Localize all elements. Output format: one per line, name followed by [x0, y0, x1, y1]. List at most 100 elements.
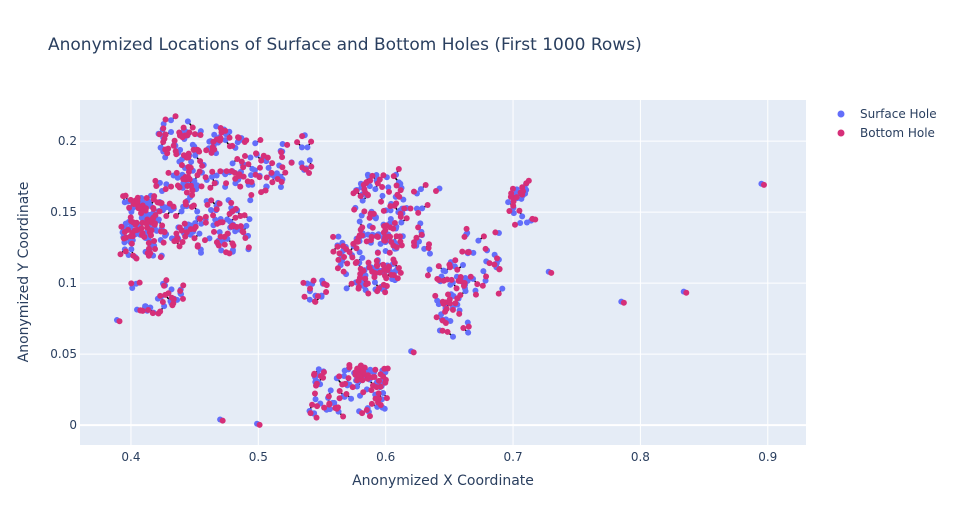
bottom-hole-point	[336, 373, 343, 380]
legend-item-bottom-hole[interactable]: Bottom Hole	[837, 126, 935, 140]
bottom-hole-point	[355, 285, 362, 292]
surface-hole-point	[359, 197, 366, 204]
y-tick-label: 0.15	[50, 205, 77, 219]
bottom-hole-point	[620, 299, 627, 306]
bottom-hole-point	[189, 187, 196, 194]
bottom-hole-point	[365, 259, 372, 266]
bottom-hole-point	[211, 228, 218, 235]
bottom-hole-point	[170, 142, 177, 149]
surface-hole-point	[510, 210, 517, 217]
bottom-hole-point	[171, 137, 178, 144]
surface-hole-legend-marker	[837, 110, 845, 118]
bottom-hole-point	[279, 154, 286, 161]
surface-hole-point	[251, 167, 258, 174]
bottom-hole-point	[141, 233, 148, 240]
bottom-hole-point	[183, 229, 190, 236]
bottom-hole-point	[197, 132, 204, 139]
bottom-hole-point	[216, 200, 223, 207]
bottom-hole-point	[202, 174, 209, 181]
chart-title: Anonymized Locations of Surface and Bott…	[48, 35, 642, 55]
bottom-hole-point	[363, 179, 370, 186]
y-tick-label: 0.05	[50, 347, 77, 361]
bottom-hole-point	[263, 174, 270, 181]
bottom-hole-point	[161, 282, 168, 289]
legend[interactable]: Surface Hole Bottom Hole	[837, 107, 937, 140]
bottom-hole-point	[176, 184, 183, 191]
bottom-hole-point	[355, 234, 362, 241]
bottom-hole-point	[150, 206, 157, 213]
bottom-hole-point	[520, 188, 527, 195]
bottom-hole-point	[336, 250, 343, 257]
bottom-hole-point	[360, 389, 367, 396]
surface-hole-point	[517, 219, 524, 226]
bottom-hole-point	[516, 207, 523, 214]
bottom-hole-point	[199, 162, 206, 169]
surface-hole-point	[379, 192, 386, 199]
bottom-hole-point	[243, 137, 250, 144]
surface-hole-point	[356, 218, 363, 225]
bottom-hole-point	[128, 218, 135, 225]
bottom-hole-point	[145, 252, 152, 259]
bottom-hole-point	[269, 179, 276, 186]
bottom-hole-point	[248, 192, 255, 199]
surface-hole-point	[356, 249, 363, 256]
bottom-hole-point	[373, 262, 380, 269]
bottom-hole-point	[360, 369, 367, 376]
bottom-hole-point	[185, 154, 192, 161]
bottom-hole-point	[422, 182, 429, 189]
bottom-hole-point	[424, 272, 431, 279]
bottom-hole-point	[279, 164, 286, 171]
bottom-hole-point	[262, 187, 269, 194]
bottom-hole-point	[410, 239, 417, 246]
surface-hole-point	[460, 262, 467, 269]
bottom-hole-point	[364, 191, 371, 198]
bottom-hole-point	[117, 251, 124, 258]
bottom-hole-point	[224, 230, 231, 237]
bottom-hole-point	[211, 180, 218, 187]
bottom-hole-point	[320, 374, 327, 381]
bottom-hole-point	[203, 147, 210, 154]
bottom-hole-point	[189, 124, 196, 131]
bottom-hole-point	[492, 229, 499, 236]
bottom-hole-point	[307, 410, 314, 417]
surface-hole-point	[279, 140, 286, 147]
bottom-hole-point	[380, 207, 387, 214]
bottom-hole-point	[350, 190, 357, 197]
bottom-hole-point	[258, 157, 265, 164]
bottom-hole-point	[234, 155, 241, 162]
bottom-hole-point	[760, 181, 767, 188]
bottom-hole-point	[410, 349, 417, 356]
bottom-hole-point	[359, 377, 366, 384]
bottom-hole-point	[257, 164, 264, 171]
bottom-hole-point	[407, 205, 414, 212]
surface-hole-point	[277, 183, 284, 190]
bottom-hole-point	[460, 282, 467, 289]
bottom-hole-point	[118, 223, 125, 230]
bottom-hole-point	[383, 275, 390, 282]
bottom-hole-point	[513, 194, 520, 201]
bottom-hole-point	[323, 288, 330, 295]
bottom-hole-point	[241, 212, 248, 219]
bottom-hole-point	[465, 323, 472, 330]
bottom-hole-point	[121, 229, 128, 236]
bottom-hole-point	[336, 387, 343, 394]
bottom-hole-point	[439, 317, 446, 324]
bottom-hole-point	[388, 238, 395, 245]
bottom-hole-point	[388, 271, 395, 278]
x-tick-label: 0.8	[631, 450, 650, 464]
bottom-hole-point	[153, 183, 160, 190]
bottom-hole-point	[494, 255, 501, 262]
bottom-hole-point	[461, 233, 468, 240]
bottom-hole-point	[239, 228, 246, 235]
bottom-hole-point	[288, 159, 295, 166]
surface-hole-point	[306, 157, 313, 164]
bottom-hole-point	[257, 137, 264, 144]
legend-item-surface-hole[interactable]: Surface Hole	[837, 107, 937, 121]
bottom-hole-point	[349, 254, 356, 261]
bottom-hole-point	[245, 244, 252, 251]
bottom-hole-point	[223, 180, 230, 187]
bottom-hole-point	[368, 233, 375, 240]
bottom-hole-point	[128, 240, 135, 247]
bottom-hole-point	[369, 268, 376, 275]
surface-hole-point	[208, 173, 215, 180]
